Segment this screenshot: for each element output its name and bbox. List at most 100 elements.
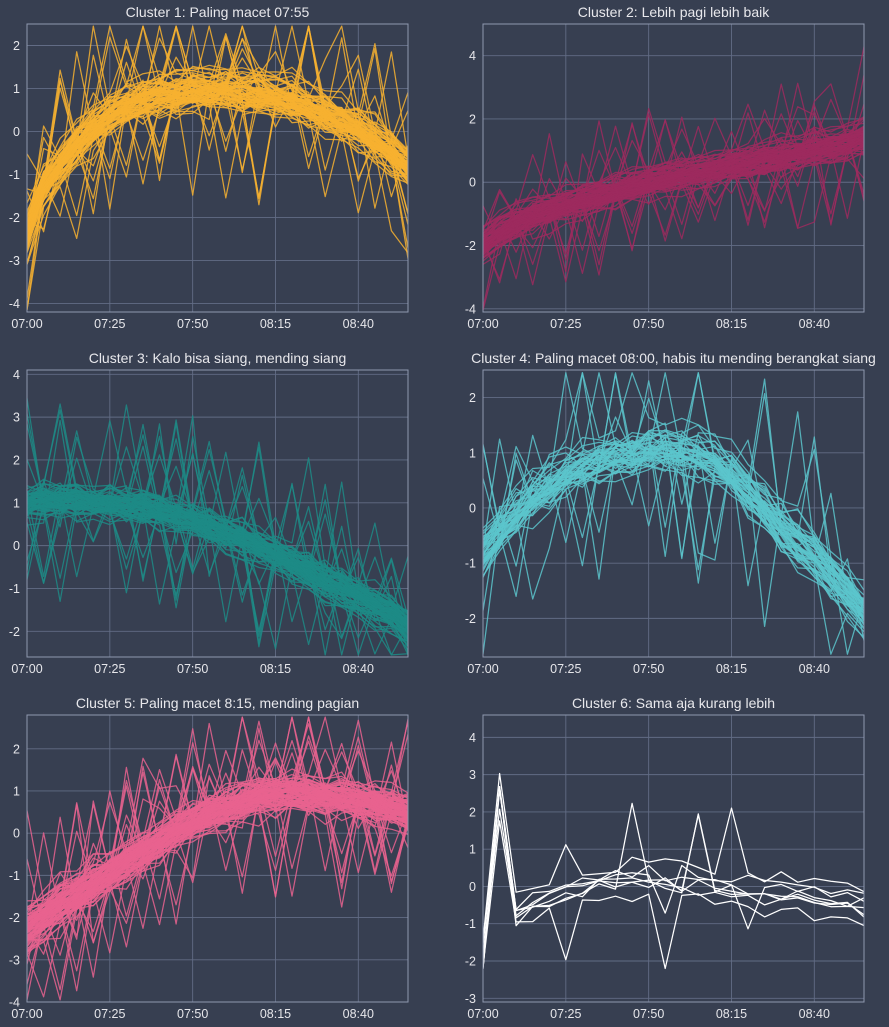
x-tick-label: 08:40: [799, 662, 830, 676]
series-line: [483, 133, 864, 251]
x-tick-label: 08:40: [343, 317, 374, 331]
series-line: [27, 771, 408, 922]
series-line: [483, 787, 864, 946]
x-tick-label: 07:25: [550, 662, 581, 676]
y-tick-label: 0: [469, 176, 476, 190]
series-line: [27, 430, 408, 650]
y-tick-label: -3: [9, 953, 20, 967]
series-line: [27, 81, 408, 247]
y-tick-label: 4: [469, 49, 476, 63]
y-tick-label: -4: [465, 302, 476, 316]
series-line: [483, 808, 864, 956]
x-tick-label: 07:00: [467, 317, 498, 331]
panel-title: Cluster 5: Paling macet 8:15, mending pa…: [76, 695, 359, 711]
y-tick-label: 0: [469, 880, 476, 894]
y-tick-label: -3: [465, 992, 476, 1006]
y-tick-label: 0: [13, 827, 20, 841]
series-line: [483, 139, 864, 252]
series-line: [483, 136, 864, 255]
cluster-panel: Cluster 6: Sama aja kurang lebih 07:00 07:…: [465, 695, 865, 1021]
series-line: [27, 25, 408, 249]
series-lines: [483, 46, 864, 311]
series-lines: [483, 372, 864, 655]
y-tick-label: -2: [9, 625, 20, 639]
series-lines: [27, 716, 408, 1001]
x-tick-label: 07:50: [177, 317, 208, 331]
series-line: [27, 478, 408, 619]
y-tick-label: 2: [469, 805, 476, 819]
x-tick-label: 07:00: [11, 1007, 42, 1021]
series-line: [483, 820, 864, 970]
y-tick-label: 3: [469, 768, 476, 782]
x-tick-label: 07:25: [550, 1007, 581, 1021]
series-line: [483, 411, 864, 605]
series-line: [483, 122, 864, 229]
x-tick-label: 08:40: [799, 1007, 830, 1021]
cluster-panel: Cluster 4: Paling macet 08:00, habis itu…: [465, 350, 876, 676]
series-line: [483, 372, 864, 620]
series-line: [483, 156, 864, 258]
series-lines: [483, 772, 864, 970]
series-line: [27, 25, 408, 244]
y-tick-label: 1: [469, 446, 476, 460]
y-tick-label: -1: [9, 168, 20, 182]
series-line: [483, 106, 864, 243]
series-line: [27, 452, 408, 627]
y-tick-label: -1: [465, 917, 476, 931]
series-line: [483, 430, 864, 601]
series-line: [27, 33, 408, 227]
y-tick-label: 1: [13, 496, 20, 510]
plot-frame: [482, 369, 865, 658]
x-tick-label: 07:50: [177, 662, 208, 676]
series-line: [483, 447, 864, 609]
series-line: [483, 431, 864, 604]
series-lines: [27, 398, 408, 656]
y-tick-label: 0: [13, 539, 20, 553]
x-tick-label: 08:40: [343, 1007, 374, 1021]
series-line: [27, 91, 408, 310]
y-tick-label: 0: [469, 501, 476, 515]
series-line: [27, 446, 408, 656]
plot-frame: [482, 23, 865, 313]
series-line: [483, 789, 864, 967]
series-line: [27, 797, 408, 925]
panel-title: Cluster 6: Sama aja kurang lebih: [572, 695, 775, 711]
x-tick-label: 07:25: [94, 317, 125, 331]
y-tick-label: -3: [9, 254, 20, 268]
series-line: [27, 54, 408, 231]
series-line: [27, 785, 408, 931]
y-tick-label: 1: [469, 843, 476, 857]
y-tick-label: -4: [9, 996, 20, 1010]
series-line: [483, 422, 864, 603]
x-tick-label: 08:15: [260, 317, 291, 331]
y-tick-label: -2: [465, 955, 476, 969]
series-line: [27, 494, 408, 638]
y-tick-label: 3: [13, 411, 20, 425]
x-tick-label: 08:15: [260, 662, 291, 676]
series-line: [483, 785, 864, 963]
series-line: [27, 96, 408, 236]
series-line: [27, 739, 408, 919]
series-line: [27, 490, 408, 656]
y-tick-label: -2: [465, 239, 476, 253]
series-line: [483, 786, 864, 969]
x-tick-label: 07:25: [94, 1007, 125, 1021]
series-line: [27, 103, 408, 254]
x-tick-label: 07:50: [177, 1007, 208, 1021]
series-line: [27, 752, 408, 992]
series-line: [483, 116, 864, 247]
series-line: [483, 772, 864, 941]
series-line: [483, 46, 864, 261]
series-line: [27, 445, 408, 625]
y-tick-label: 4: [469, 731, 476, 745]
series-line: [27, 719, 408, 1001]
x-tick-label: 07:00: [11, 317, 42, 331]
x-tick-label: 07:50: [633, 317, 664, 331]
cluster-panel: Cluster 3: Kalo bisa siang, mending sian…: [9, 350, 409, 676]
x-tick-label: 08:15: [716, 662, 747, 676]
y-tick-label: -2: [465, 612, 476, 626]
series-line: [27, 457, 408, 615]
series-line: [27, 493, 408, 656]
plot-frame: [26, 23, 409, 313]
